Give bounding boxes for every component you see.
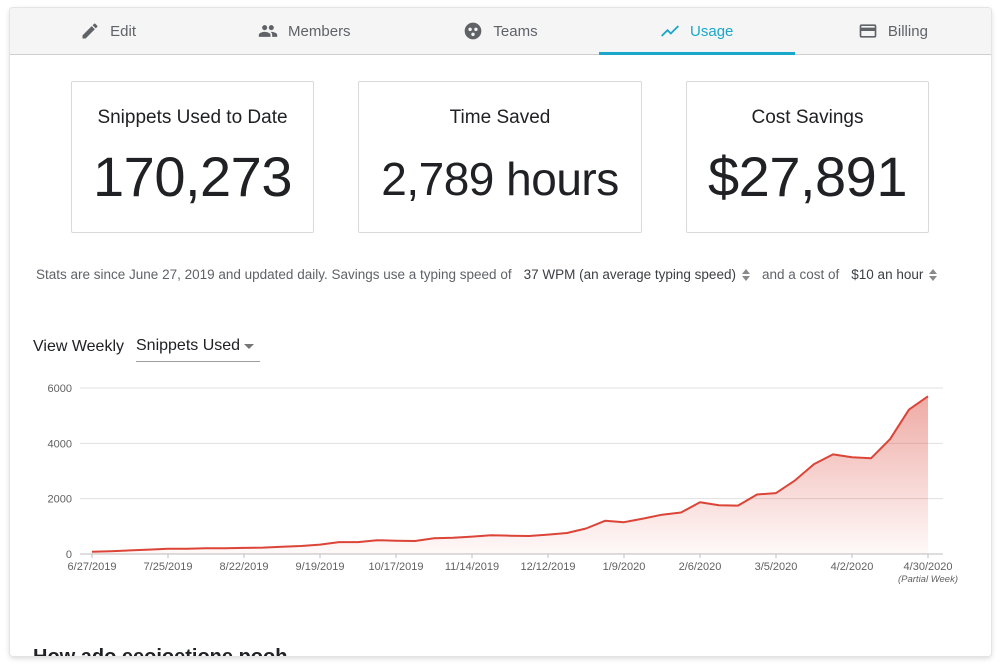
x-tick-label: 10/17/2019 bbox=[368, 561, 423, 573]
usage-chart: 0 2000 4000 6000 6/27/2019 7/25/2019 8/22/2019… bbox=[48, 383, 958, 585]
x-tick-label: 3/5/2020 bbox=[755, 561, 798, 573]
credit-card-icon bbox=[859, 24, 877, 38]
stat-card-snippets: Snippets Used to Date 170,273 bbox=[71, 81, 314, 233]
stat-card-time-saved: Time Saved 2,789 hours bbox=[358, 81, 642, 233]
people-icon bbox=[258, 25, 278, 37]
x-tick-label: 11/14/2019 bbox=[445, 561, 499, 573]
sort-arrows-icon bbox=[929, 268, 938, 281]
typing-speed-select[interactable]: 37 WPM (an average typing speed) bbox=[524, 267, 750, 282]
tab-label: Usage bbox=[690, 22, 734, 40]
series-line bbox=[91, 395, 929, 553]
tab-teams[interactable]: Teams bbox=[402, 8, 598, 54]
view-controls: View Weekly Snippets Used bbox=[33, 334, 260, 362]
metric-dropdown[interactable]: Snippets Used bbox=[136, 337, 260, 362]
x-tick-label: 7/25/2019 bbox=[144, 561, 193, 573]
y-tick-label: 2000 bbox=[48, 494, 72, 506]
hourly-cost-value: $10 an hour bbox=[851, 267, 924, 282]
tab-label: Members bbox=[288, 22, 351, 40]
x-tick-label: 1/9/2020 bbox=[603, 561, 646, 573]
stat-label: Snippets Used to Date bbox=[97, 107, 288, 128]
view-label: View Weekly bbox=[33, 337, 124, 355]
x-tick-label: 2/6/2020 bbox=[679, 561, 722, 573]
stat-value: 2,789 hours bbox=[381, 153, 619, 205]
stat-value: $27,891 bbox=[708, 145, 907, 208]
pencil-icon bbox=[82, 23, 98, 39]
hourly-cost-select[interactable]: $10 an hour bbox=[851, 267, 938, 282]
tab-usage[interactable]: Usage bbox=[598, 8, 796, 55]
x-tick-label: 12/12/2019 bbox=[520, 561, 575, 573]
x-tick-label: 9/19/2019 bbox=[296, 561, 345, 573]
app-frame: Edit Members Teams Usage Billing Snippet… bbox=[10, 8, 991, 656]
trend-icon bbox=[661, 25, 680, 37]
y-tick-label: 6000 bbox=[48, 383, 72, 395]
area-fill bbox=[92, 396, 928, 554]
stat-label: Time Saved bbox=[449, 107, 551, 128]
teams-icon bbox=[465, 22, 482, 40]
y-tick-label: 0 bbox=[66, 549, 72, 561]
x-tick-note: (Partial Week) bbox=[898, 574, 958, 585]
tab-label: Edit bbox=[110, 22, 137, 40]
stats-text: Stats are since June 27, 2019 and update… bbox=[36, 267, 512, 282]
typing-speed-value: 37 WPM (an average typing speed) bbox=[523, 267, 736, 282]
stats-description: Stats are since June 27, 2019 and update… bbox=[36, 267, 938, 282]
stat-label: Cost Savings bbox=[751, 107, 864, 128]
tab-label: Teams bbox=[493, 22, 538, 40]
chevron-down-icon bbox=[244, 343, 254, 349]
stat-card-cost-savings: Cost Savings $27,891 bbox=[686, 81, 929, 233]
x-tick-label: 6/27/2019 bbox=[68, 561, 117, 573]
section-heading: How ado eeojoetione pooh bbox=[33, 646, 287, 656]
stat-value: 170,273 bbox=[93, 145, 292, 208]
tab-label: Billing bbox=[887, 22, 928, 40]
x-tick-label: 8/22/2019 bbox=[220, 561, 269, 573]
tab-bar: Edit Members Teams Usage Billing bbox=[10, 8, 991, 55]
y-tick-label: 4000 bbox=[48, 438, 72, 450]
metric-value: Snippets Used bbox=[136, 337, 241, 354]
tab-members[interactable]: Members bbox=[206, 8, 402, 54]
tab-edit[interactable]: Edit bbox=[10, 8, 206, 54]
x-tick-label: 4/2/2020 bbox=[831, 561, 874, 573]
tab-billing[interactable]: Billing bbox=[795, 8, 991, 54]
x-tick-label: 4/30/2020 bbox=[904, 561, 953, 573]
cost-text: and a cost of bbox=[761, 267, 840, 282]
sort-arrows-icon bbox=[741, 268, 750, 281]
